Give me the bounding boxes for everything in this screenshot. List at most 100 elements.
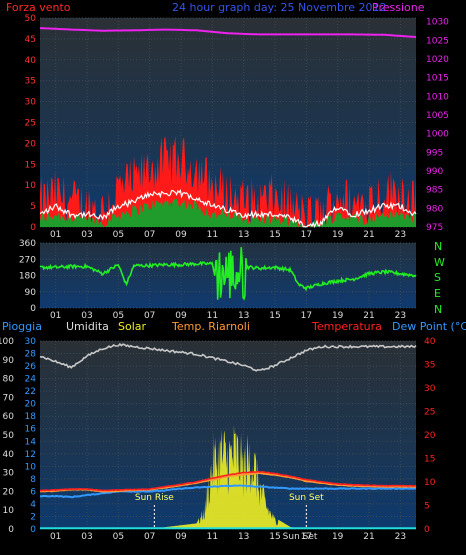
temperature-title: Temperatura bbox=[311, 320, 382, 333]
temp-y-tick-5: 5 bbox=[424, 502, 430, 512]
rain-y-tick-10: 10 bbox=[25, 462, 37, 472]
rain-y-tick-4: 4 bbox=[30, 500, 36, 510]
top-x-tick-19: 19 bbox=[332, 230, 344, 240]
rain-y-tick-26: 26 bbox=[25, 362, 37, 372]
dir-x-tick-15: 15 bbox=[269, 311, 280, 321]
pressure-y-tick-1020: 1020 bbox=[426, 55, 449, 65]
wind-pressure-panel bbox=[40, 18, 416, 227]
wind-y-tick-45: 45 bbox=[25, 35, 36, 45]
dir-x-tick-03: 03 bbox=[81, 311, 92, 321]
wind-y-tick-20: 20 bbox=[25, 139, 37, 149]
wind-y-tick-50: 50 bbox=[25, 14, 37, 24]
x-extra-sunset-label: Sun Set bbox=[283, 532, 318, 542]
pressure-y-tick-980: 980 bbox=[426, 204, 443, 214]
rain-y-tick-14: 14 bbox=[25, 437, 37, 447]
wind-y-tick-5: 5 bbox=[30, 202, 36, 212]
rain-y-tick-24: 24 bbox=[25, 375, 37, 385]
pressure-y-tick-985: 985 bbox=[426, 186, 443, 196]
bot-x-tick-23: 23 bbox=[395, 532, 406, 542]
dir-x-tick-07: 07 bbox=[144, 311, 155, 321]
dewpoint-line bbox=[39, 484, 417, 499]
dewpoint-title: Dew Point (°C) bbox=[392, 320, 466, 333]
hum-y-tick-20: 20 bbox=[3, 487, 15, 497]
bot-x-tick-13: 13 bbox=[238, 532, 249, 542]
top-x-tick-15: 15 bbox=[269, 230, 280, 240]
pressure-y-tick-975: 975 bbox=[426, 223, 443, 233]
wind-gust-area bbox=[40, 135, 416, 227]
dir-x-tick-19: 19 bbox=[332, 311, 344, 321]
bot-x-tick-05: 05 bbox=[113, 532, 124, 542]
top-x-tick-05: 05 bbox=[113, 230, 124, 240]
wind-y-tick-15: 15 bbox=[25, 160, 36, 170]
rain-y-tick-20: 20 bbox=[25, 400, 37, 410]
dir-x-tick-23: 23 bbox=[395, 311, 406, 321]
dir-x-tick-17: 17 bbox=[301, 311, 312, 321]
dir-x-tick-13: 13 bbox=[238, 311, 249, 321]
temp-y-tick-20: 20 bbox=[424, 431, 436, 441]
bot-x-tick-15: 15 bbox=[269, 532, 280, 542]
series-layer bbox=[39, 27, 417, 530]
temp-y-tick-40: 40 bbox=[424, 337, 436, 347]
dir-x-tick-21: 21 bbox=[363, 311, 374, 321]
grid-layer bbox=[40, 17, 416, 530]
hum-y-tick-50: 50 bbox=[3, 431, 15, 441]
bot-x-tick-21: 21 bbox=[363, 532, 374, 542]
wind-y-tick-0: 0 bbox=[30, 223, 36, 233]
temp-y-tick-25: 25 bbox=[424, 408, 435, 418]
temp-y-tick-30: 30 bbox=[424, 384, 436, 394]
top-x-tick-21: 21 bbox=[363, 230, 374, 240]
pressure-y-tick-1030: 1030 bbox=[426, 18, 449, 28]
pressure-y-tick-1000: 1000 bbox=[426, 130, 449, 140]
dir-label-n-top: N bbox=[434, 240, 442, 253]
wind-y-tick-30: 30 bbox=[25, 98, 37, 108]
rain-y-tick-12: 12 bbox=[25, 450, 36, 460]
axis-layer: 0510152025303540455097598098599099510001… bbox=[0, 14, 449, 542]
pressure-y-tick-1005: 1005 bbox=[426, 111, 449, 121]
hum-y-tick-80: 80 bbox=[3, 375, 15, 385]
rain-y-tick-28: 28 bbox=[25, 350, 37, 360]
rain-y-tick-6: 6 bbox=[30, 487, 36, 497]
wind-y-tick-25: 25 bbox=[25, 119, 36, 129]
top-x-tick-17: 17 bbox=[301, 230, 312, 240]
wind-title: Forza vento bbox=[6, 1, 71, 14]
rain-y-tick-30: 30 bbox=[25, 337, 37, 347]
dir-x-tick-05: 05 bbox=[113, 311, 124, 321]
rain-y-tick-18: 18 bbox=[25, 412, 37, 422]
rain-y-tick-0: 0 bbox=[30, 525, 36, 535]
pressure-y-tick-1025: 1025 bbox=[426, 36, 449, 46]
temp-y-tick-35: 35 bbox=[424, 361, 435, 371]
wind-direction-line bbox=[39, 247, 417, 301]
rain-y-tick-16: 16 bbox=[25, 425, 37, 435]
bot-x-tick-09: 09 bbox=[175, 532, 187, 542]
top-x-tick-01: 01 bbox=[50, 230, 61, 240]
top-x-tick-03: 03 bbox=[81, 230, 92, 240]
dir-label-s: S bbox=[434, 271, 441, 284]
hum-y-tick-0: 0 bbox=[8, 525, 14, 535]
hum-y-tick-60: 60 bbox=[3, 412, 15, 422]
date-title: 24 hour graph day: 25 Novembre 2012 bbox=[172, 1, 386, 14]
dir-label-w: W bbox=[434, 256, 445, 269]
bot-x-tick-19: 19 bbox=[332, 532, 344, 542]
pressure-y-tick-990: 990 bbox=[426, 167, 443, 177]
dir-y-tick-180: 180 bbox=[19, 272, 36, 282]
top-x-tick-07: 07 bbox=[144, 230, 155, 240]
hum-y-tick-10: 10 bbox=[3, 506, 15, 516]
temperature-line bbox=[39, 470, 417, 492]
hum-y-tick-40: 40 bbox=[3, 450, 15, 460]
bot-x-tick-01: 01 bbox=[50, 532, 61, 542]
bot-x-tick-11: 11 bbox=[207, 532, 218, 542]
dir-y-tick-360: 360 bbox=[19, 239, 36, 249]
top-x-tick-23: 23 bbox=[395, 230, 406, 240]
pressure-y-tick-1010: 1010 bbox=[426, 92, 449, 102]
dir-x-tick-01: 01 bbox=[50, 311, 61, 321]
rain-y-tick-22: 22 bbox=[25, 387, 36, 397]
pressure-line bbox=[39, 27, 417, 38]
dir-y-tick-0: 0 bbox=[30, 304, 36, 314]
humidity-title: Umidita bbox=[66, 320, 109, 333]
sunrise-label: Sun Rise bbox=[135, 493, 174, 503]
wind-y-tick-35: 35 bbox=[25, 77, 36, 87]
wind-avg-line bbox=[39, 188, 417, 228]
hum-y-tick-70: 70 bbox=[3, 393, 15, 403]
